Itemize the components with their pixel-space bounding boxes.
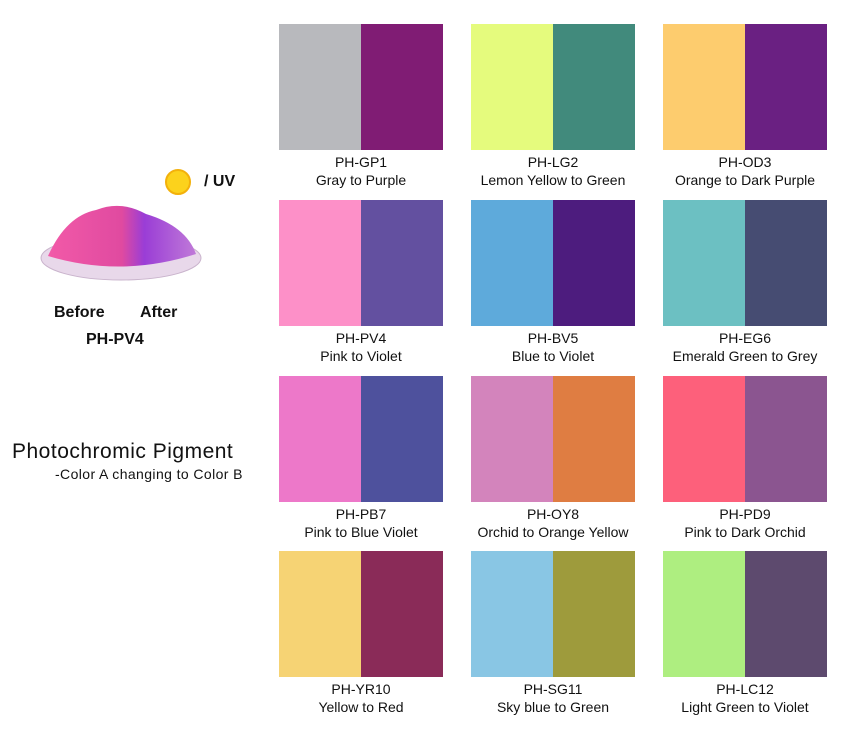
color-half [471, 551, 553, 677]
swatch-name: Light Green to Violet [681, 699, 809, 715]
color-half [361, 200, 443, 326]
color-half [663, 200, 745, 326]
heading-subtitle: -Color A changing to Color B [55, 466, 243, 482]
swatch-name: Sky blue to Green [496, 699, 610, 715]
swatch-name: Pink to Blue Violet [304, 524, 418, 540]
color-swatch [279, 200, 443, 326]
swatch-code: PH-PB7 [335, 506, 387, 522]
color-half [663, 24, 745, 150]
color-swatch [471, 24, 635, 150]
swatch-name: Pink to Violet [320, 348, 402, 364]
swatch-code: PH-EG6 [718, 330, 772, 346]
swatch-name: Blue to Violet [511, 348, 595, 364]
color-swatch [471, 376, 635, 502]
swatch-name: Pink to Dark Orchid [684, 524, 806, 540]
color-half [471, 24, 553, 150]
swatch-name: Emerald Green to Grey [672, 348, 818, 364]
color-swatch [471, 200, 635, 326]
color-half [553, 551, 635, 677]
color-half [663, 551, 745, 677]
after-label: After [140, 304, 178, 321]
swatch-code: PH-LG2 [527, 154, 579, 170]
swatch-name: Orchid to Orange Yellow [477, 524, 629, 540]
color-half [745, 200, 827, 326]
color-half [279, 200, 361, 326]
color-half [279, 551, 361, 677]
uv-label: / UV [204, 173, 236, 190]
color-half [361, 551, 443, 677]
swatch-code: PH-BV5 [527, 330, 579, 346]
swatch-name: Yellow to Red [318, 699, 404, 715]
color-half [471, 376, 553, 502]
color-half [553, 200, 635, 326]
color-half [361, 24, 443, 150]
color-swatch [279, 376, 443, 502]
color-half [553, 376, 635, 502]
color-swatch [663, 551, 827, 677]
color-half [745, 551, 827, 677]
before-label: Before [54, 304, 105, 321]
color-swatch [663, 24, 827, 150]
swatch-name: Orange to Dark Purple [674, 172, 816, 188]
pigment-dish [40, 205, 202, 281]
swatch-code: PH-PD9 [719, 506, 771, 522]
swatch-name: Lemon Yellow to Green [480, 172, 626, 188]
color-half [279, 24, 361, 150]
swatch-code: PH-YR10 [331, 681, 391, 697]
heading-title: Photochromic Pigment [12, 440, 234, 463]
color-swatch [663, 376, 827, 502]
color-swatch [663, 200, 827, 326]
color-swatch [471, 551, 635, 677]
swatch-code: PH-OD3 [718, 154, 772, 170]
swatch-name: Gray to Purple [315, 172, 407, 188]
color-swatch [279, 551, 443, 677]
color-half [361, 376, 443, 502]
swatch-code: PH-SG11 [523, 681, 583, 697]
color-half [663, 376, 745, 502]
swatch-code: PH-OY8 [526, 506, 580, 522]
color-swatch [279, 24, 443, 150]
sun-icon [165, 169, 191, 195]
swatch-code: PH-GP1 [334, 154, 388, 170]
color-half [745, 24, 827, 150]
color-half [279, 376, 361, 502]
sample-label: PH-PV4 [86, 331, 144, 348]
color-half [553, 24, 635, 150]
swatch-code: PH-PV4 [335, 330, 387, 346]
color-half [745, 376, 827, 502]
swatch-code: PH-LC12 [716, 681, 774, 697]
color-half [471, 200, 553, 326]
